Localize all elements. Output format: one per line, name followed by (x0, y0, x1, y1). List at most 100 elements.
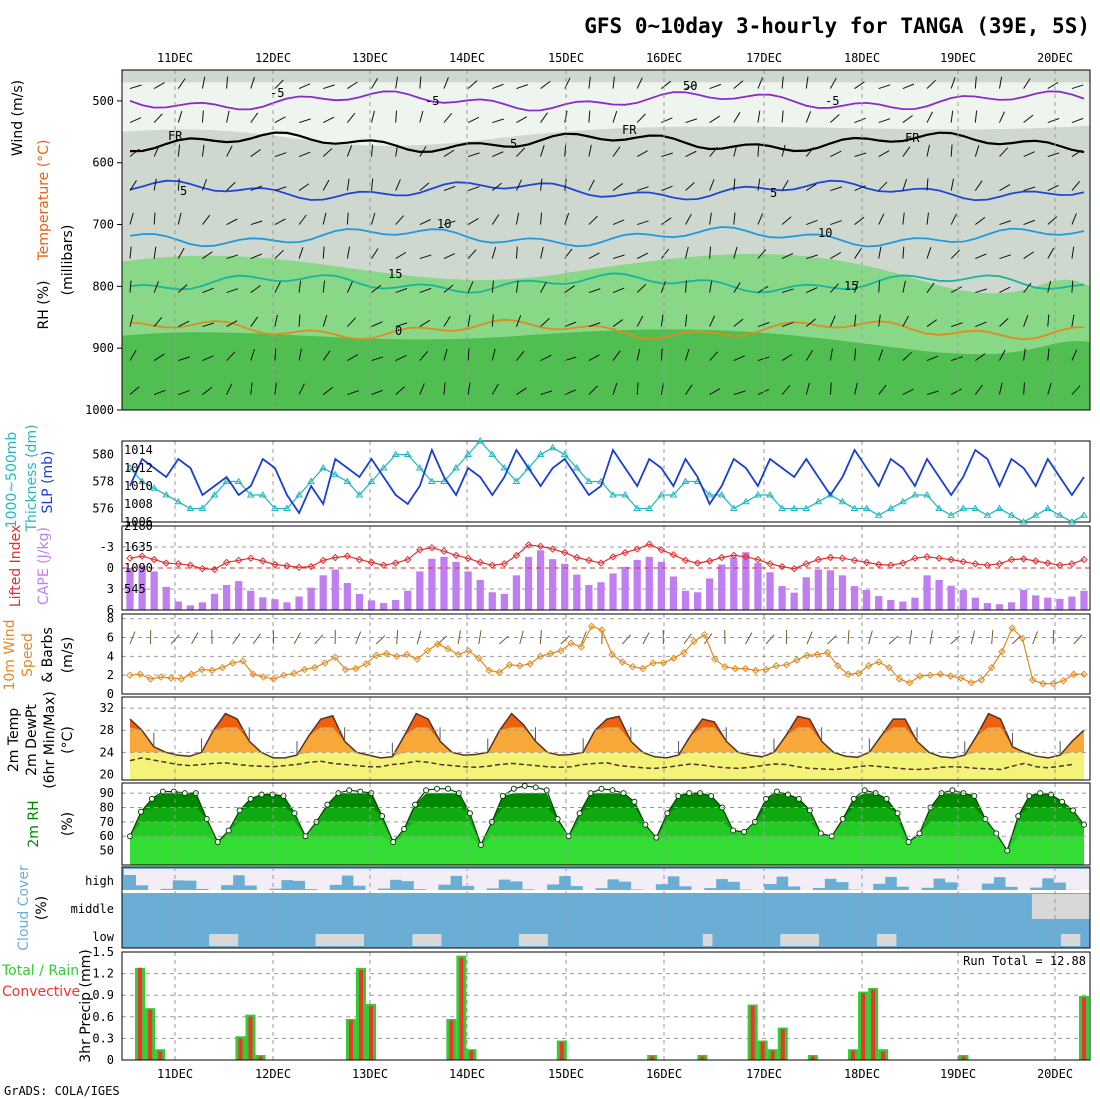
li-marker (573, 553, 581, 562)
rh-marker (214, 838, 221, 845)
wind-barb (1071, 149, 1083, 157)
high-cloud-gap (401, 869, 415, 882)
wind-barb (419, 182, 430, 191)
wind-barb (419, 287, 432, 294)
wind-speed-marker (1039, 679, 1047, 688)
rh-marker (466, 810, 473, 817)
surface-wind-barb (457, 630, 461, 645)
rh-marker (1015, 813, 1022, 820)
slp-tick: 1008 (124, 497, 153, 511)
li-marker (669, 550, 678, 559)
wind-barb (1047, 184, 1059, 191)
wind-barb (226, 383, 233, 395)
wind-barb (636, 77, 643, 89)
li-marker (971, 560, 980, 568)
thickness-tick: 578 (92, 475, 114, 489)
cape-bar (995, 604, 1004, 610)
thickness-marker (150, 484, 159, 491)
wind-barb (974, 384, 983, 395)
wind-barb (202, 251, 213, 259)
wind-barb (178, 356, 190, 362)
rh-marker (412, 801, 419, 808)
wind-speed-marker (1070, 670, 1078, 678)
wind-speed-marker (854, 669, 863, 678)
wind-barb (202, 386, 213, 395)
li-marker (1044, 559, 1052, 567)
low-cloud-gap (1060, 934, 1081, 946)
wind-barb (298, 247, 304, 259)
li-marker (693, 559, 702, 567)
cape-bar (875, 596, 883, 610)
wind-barb (733, 80, 744, 89)
surface-wind-barb (375, 635, 386, 645)
surface-wind-barb (293, 632, 301, 645)
cape-bar (416, 571, 424, 610)
cape-bar (476, 579, 484, 610)
thickness-marker (283, 504, 291, 511)
wind-speed-marker (762, 665, 770, 674)
li-tick: 6 (107, 603, 114, 617)
contour-label: 15 (388, 267, 402, 281)
rh-marker (806, 807, 813, 814)
wind-barb (806, 287, 818, 294)
wind-barb (733, 318, 744, 327)
wind-barb (274, 79, 284, 89)
rh-marker (861, 787, 868, 794)
wind-barb (322, 280, 326, 293)
li-label: Lifted Index (8, 525, 24, 607)
wind-barb (757, 178, 761, 191)
wind-barb (733, 282, 741, 293)
wind-barb (781, 353, 793, 361)
thickness-marker (850, 504, 859, 511)
wind-barb (322, 116, 335, 123)
wind-speed-marker (936, 670, 945, 678)
wind-barb (395, 322, 408, 328)
wind-barb (298, 118, 311, 124)
precip-convective-bar (851, 1050, 856, 1060)
wind-barb (322, 148, 333, 157)
wind-barb (129, 148, 140, 157)
wind-speed-marker (290, 669, 298, 678)
high-cloud-gap (643, 869, 656, 891)
wind-barb (999, 220, 1011, 226)
wind-speed-marker (485, 666, 493, 675)
rh-marker (148, 795, 155, 802)
wind-speed-marker (895, 675, 904, 683)
wind-barb (346, 178, 350, 191)
wind-barb (153, 246, 157, 259)
wind-speed-marker (731, 664, 739, 673)
y-tick-label: 600 (92, 156, 114, 170)
wind-speed-marker (967, 678, 975, 687)
wind-barb (878, 384, 887, 395)
wind-barb (830, 220, 842, 226)
thickness-marker (971, 504, 980, 511)
wind-barb (1047, 152, 1060, 158)
thickness-marker (657, 491, 666, 498)
thickness-marker (138, 477, 146, 484)
wind-barb (975, 253, 987, 260)
cape-bar (428, 558, 436, 610)
rh-marker (741, 828, 748, 835)
slp-tick: 1012 (124, 461, 153, 475)
high-cloud-gap (522, 869, 536, 890)
wind-barb (443, 316, 451, 327)
wind-barb (443, 113, 453, 123)
wind-speed-marker (526, 660, 534, 668)
wind-speed-marker (495, 668, 503, 677)
wind-speed-marker (946, 672, 955, 680)
panel-frame (121, 866, 1091, 949)
temperature-panel: 20 24 28 32 (100, 696, 1091, 781)
wind-barb (492, 83, 504, 90)
thickness-marker (898, 497, 907, 505)
thickness-marker (1031, 511, 1040, 518)
upper-air-panel: -5FR51015500-5FR51015FR5-550060070080090… (85, 69, 1091, 417)
cape-bar (162, 586, 170, 610)
high-cloud-gap (751, 869, 765, 891)
wind-barb (902, 83, 915, 90)
wind-barb (274, 281, 281, 293)
precip-convective-bar (469, 1050, 474, 1060)
wind-tick: 2 (107, 668, 114, 682)
slp-label: SLP (mb) (40, 450, 56, 513)
high-cloud-gap (486, 869, 499, 889)
rh-marker (357, 788, 364, 795)
